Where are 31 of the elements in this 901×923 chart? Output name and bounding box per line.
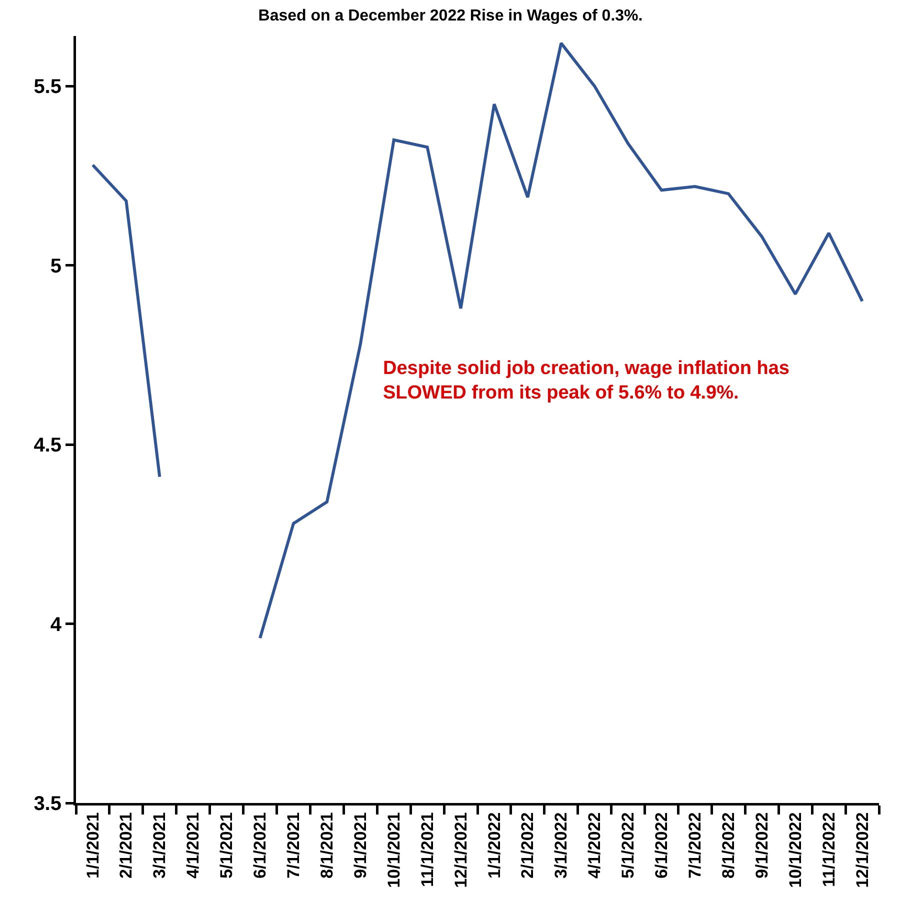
- x-tick-label: 5/1/2021: [217, 812, 236, 878]
- x-tick-label: 1/1/2021: [83, 812, 102, 878]
- x-tick-label: 11/1/2021: [418, 812, 437, 888]
- y-tick-label: 3.5: [34, 793, 62, 815]
- annotation: Despite solid job creation, wage inflation has SLOWED from its peak of 5.6% to 4.9%.: [383, 358, 790, 404]
- y-tick-label: 4.5: [34, 434, 62, 457]
- x-tick-label: 9/1/2021: [350, 812, 370, 878]
- x-tick-label: 4/1/2022: [585, 812, 604, 878]
- x-tick-label: 4/1/2021: [184, 812, 203, 878]
- x-tick-label: 5/1/2022: [618, 812, 638, 878]
- x-tick-label: 10/1/2022: [786, 812, 805, 888]
- x-tick-label: 11/1/2022: [819, 812, 838, 888]
- x-tick-label: 8/1/2022: [718, 812, 738, 878]
- chart-title: Based on a December 2022 Rise in Wages of 0.3%.: [258, 7, 643, 24]
- x-tick-label: 7/1/2021: [284, 812, 304, 878]
- x-tick-label: 10/1/2021: [384, 812, 404, 888]
- x-tick-label: 12/1/2022: [852, 812, 872, 888]
- x-tick-label: 6/1/2021: [250, 812, 270, 878]
- x-tick-label: 3/1/2022: [552, 812, 571, 878]
- x-tick-label: 2/1/2021: [116, 812, 136, 878]
- x-tick-label: 3/1/2021: [150, 812, 170, 878]
- y-tick-label: 5.5: [34, 76, 62, 98]
- x-tick-label: 6/1/2022: [652, 812, 672, 878]
- x-tick-label: 2/1/2022: [518, 812, 538, 878]
- x-tick-label: 1/1/2022: [484, 812, 504, 878]
- y-tick-label: 4: [50, 614, 62, 636]
- x-tick-label: 7/1/2022: [686, 812, 705, 878]
- y-tick-label: 5: [50, 255, 62, 278]
- x-tick-label: 8/1/2021: [317, 812, 336, 878]
- x-tick-label: 12/1/2021: [451, 812, 470, 888]
- x-tick-label: 9/1/2022: [752, 812, 772, 878]
